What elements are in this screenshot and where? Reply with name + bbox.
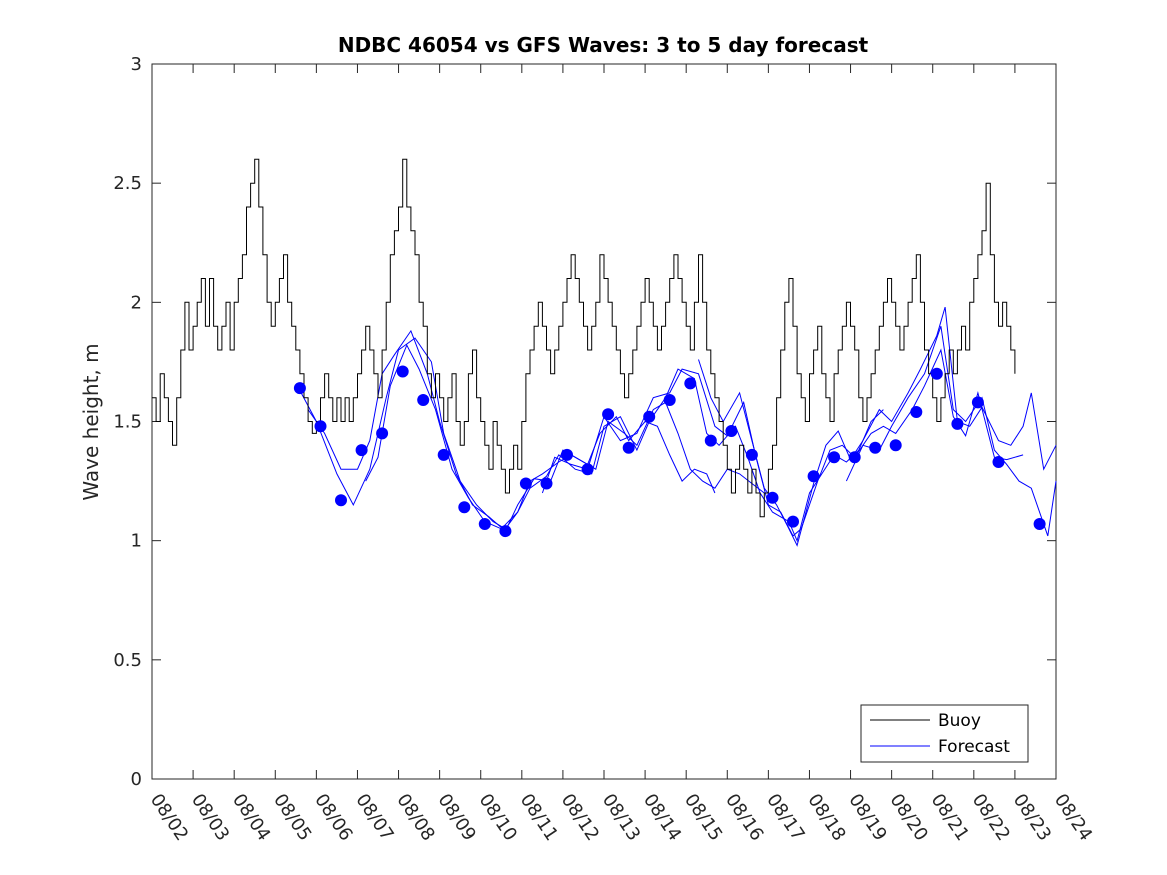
x-tick-label: 08/11 bbox=[516, 790, 562, 845]
x-tick-label: 08/20 bbox=[885, 790, 931, 845]
forecast-point bbox=[930, 367, 943, 380]
y-axis: 0 0.5 1 1.5 2 2.5 3 bbox=[113, 54, 1056, 790]
forecast-run-line bbox=[299, 337, 716, 530]
buoy-line bbox=[152, 158, 1016, 518]
forecast-point bbox=[971, 396, 984, 409]
forecast-point bbox=[910, 406, 923, 418]
forecast-point bbox=[499, 525, 512, 538]
forecast-point bbox=[396, 365, 409, 378]
forecast-point bbox=[602, 408, 615, 421]
forecast-run-line bbox=[365, 344, 884, 543]
forecast-point bbox=[1033, 518, 1046, 530]
x-tick-label: 08/16 bbox=[721, 790, 767, 845]
x-tick-label: 08/24 bbox=[1050, 790, 1096, 845]
y-tick-label: 1 bbox=[131, 531, 142, 552]
forecast-run-line bbox=[698, 306, 1057, 547]
buoy-series bbox=[152, 158, 1016, 518]
x-tick-label: 08/18 bbox=[803, 790, 849, 845]
x-tick-label: 08/05 bbox=[269, 790, 315, 845]
x-tick-label: 08/06 bbox=[310, 790, 356, 845]
legend-buoy-label: Buoy bbox=[938, 711, 981, 731]
x-tick-label: 08/17 bbox=[762, 790, 808, 845]
forecast-point bbox=[951, 417, 964, 430]
forecast-point bbox=[293, 382, 306, 395]
forecast-point bbox=[704, 434, 717, 447]
forecast-point bbox=[643, 410, 656, 423]
forecast-run-line bbox=[541, 348, 1024, 537]
forecast-point bbox=[581, 463, 594, 476]
forecast-point bbox=[335, 494, 347, 507]
x-tick-label: 08/23 bbox=[1009, 790, 1055, 845]
forecast-point bbox=[848, 451, 861, 464]
forecast-markers bbox=[293, 365, 1046, 538]
forecast-point bbox=[869, 441, 882, 454]
forecast-point bbox=[684, 377, 697, 390]
forecast-point bbox=[663, 394, 676, 406]
forecast-point bbox=[376, 427, 389, 440]
y-tick-label: 2 bbox=[131, 292, 142, 313]
plot-area bbox=[151, 63, 1057, 780]
y-tick-label: 0.5 bbox=[113, 650, 142, 671]
x-tick-label: 08/14 bbox=[639, 790, 685, 845]
forecast-run-line bbox=[845, 326, 1057, 537]
x-tick-label: 08/12 bbox=[557, 790, 603, 845]
y-tick-label: 0 bbox=[131, 769, 142, 790]
legend-box bbox=[860, 704, 1029, 763]
x-tick-label: 08/08 bbox=[392, 790, 438, 845]
forecast-point bbox=[828, 451, 841, 464]
y-tick-label: 1.5 bbox=[113, 412, 142, 433]
forecast-point bbox=[992, 456, 1005, 468]
forecast-point bbox=[561, 448, 573, 461]
chart-title: NDBC 46054 vs GFS Waves: 3 to 5 day fore… bbox=[338, 33, 869, 57]
forecast-point bbox=[478, 518, 491, 530]
y-tick-label: 2.5 bbox=[113, 173, 142, 194]
y-tick-label: 3 bbox=[131, 54, 142, 75]
axes-box bbox=[151, 63, 1057, 780]
x-tick-label: 08/22 bbox=[968, 790, 1014, 845]
x-tick-label: 08/07 bbox=[351, 790, 397, 845]
forecast-point bbox=[745, 448, 758, 461]
forecast-point bbox=[437, 448, 450, 461]
x-tick-label: 08/02 bbox=[146, 790, 192, 845]
forecast-runs bbox=[299, 306, 1057, 547]
forecast-point bbox=[807, 470, 820, 483]
x-tick-label: 08/09 bbox=[433, 790, 479, 845]
legend: Buoy Forecast bbox=[860, 704, 1029, 763]
x-tick-label: 08/04 bbox=[228, 790, 274, 845]
x-tick-label: 08/10 bbox=[475, 790, 521, 845]
forecast-point bbox=[519, 477, 532, 490]
x-tick-label: 08/13 bbox=[598, 790, 644, 845]
x-tick-label: 08/19 bbox=[844, 790, 890, 845]
forecast-point bbox=[622, 441, 635, 454]
forecast-point bbox=[725, 425, 738, 437]
forecast-point bbox=[540, 477, 553, 490]
forecast-point bbox=[314, 420, 327, 433]
forecast-point bbox=[458, 501, 471, 514]
forecast-point bbox=[889, 439, 902, 452]
forecast-point bbox=[417, 394, 430, 406]
y-axis-label: Wave height, m bbox=[79, 343, 103, 500]
forecast-point bbox=[355, 444, 368, 457]
legend-forecast-label: Forecast bbox=[938, 737, 1010, 757]
x-tick-label: 08/15 bbox=[680, 790, 726, 845]
forecast-point bbox=[766, 491, 779, 504]
x-tick-label: 08/03 bbox=[187, 790, 233, 845]
x-tick-label: 08/21 bbox=[927, 790, 973, 845]
forecast-point bbox=[787, 515, 799, 528]
